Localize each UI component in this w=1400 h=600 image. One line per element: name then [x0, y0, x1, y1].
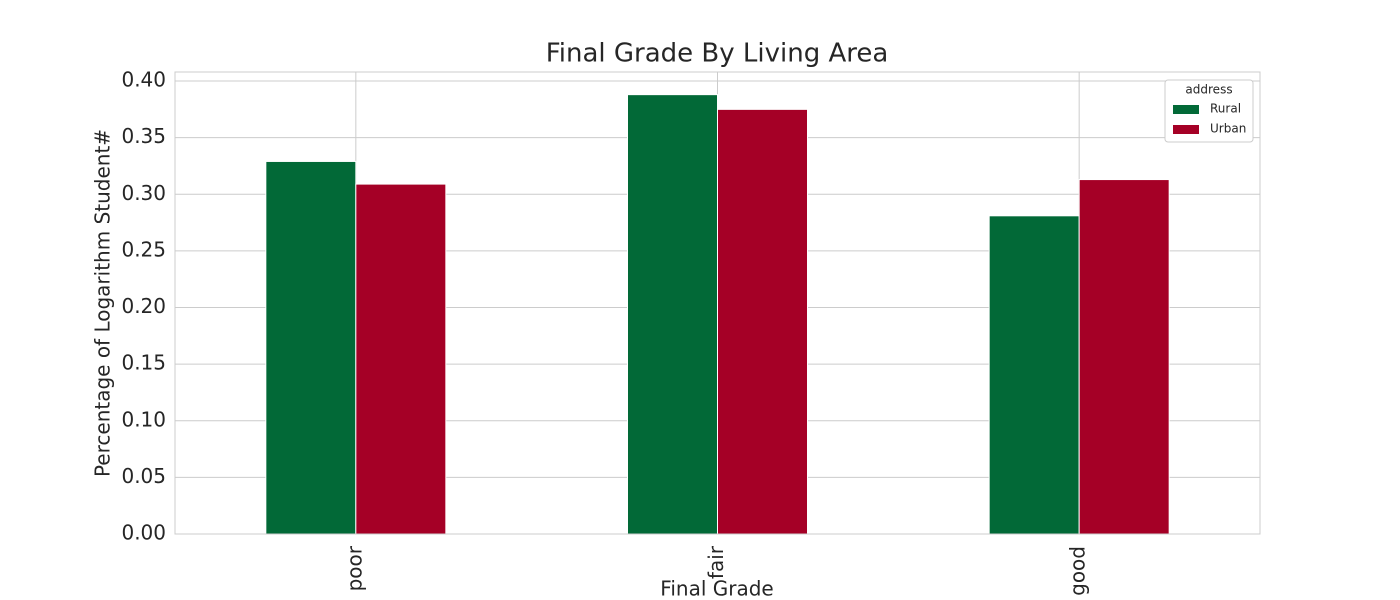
legend-label: Rural	[1210, 102, 1241, 116]
y-tick-label: 0.25	[121, 237, 166, 261]
y-tick-label: 0.15	[121, 351, 166, 375]
y-tick-label: 0.10	[121, 407, 166, 431]
bar	[627, 94, 718, 535]
x-tick-label: poor	[342, 545, 366, 591]
y-tick-label: 0.40	[121, 68, 166, 92]
bar	[265, 160, 357, 535]
y-tick-label: 0.30	[121, 181, 166, 205]
y-tick-label: 0.35	[121, 124, 166, 148]
plot-frame	[174, 71, 1261, 535]
y-tick-label: 0.00	[121, 521, 166, 545]
bar	[988, 215, 1080, 535]
legend-title: address	[1185, 83, 1232, 97]
x-tick-label: good	[1066, 546, 1090, 596]
bar	[717, 108, 808, 535]
chart-title: Final Grade By Living Area	[546, 39, 889, 69]
bar	[1078, 179, 1170, 535]
y-tick-label: 0.20	[121, 294, 166, 318]
x-axis-label: Final Grade	[660, 577, 773, 600]
y-axis-label: Percentage of Logarithm Student#	[91, 129, 115, 477]
legend-label: Urban	[1210, 122, 1246, 136]
y-tick-label: 0.05	[121, 464, 166, 488]
x-tick-label: fair	[704, 545, 728, 579]
legend-swatch	[1173, 125, 1199, 134]
legend-swatch	[1173, 105, 1199, 114]
bar	[355, 183, 447, 535]
